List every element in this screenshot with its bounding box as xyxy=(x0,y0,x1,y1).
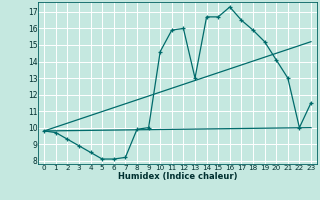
X-axis label: Humidex (Indice chaleur): Humidex (Indice chaleur) xyxy=(118,172,237,181)
